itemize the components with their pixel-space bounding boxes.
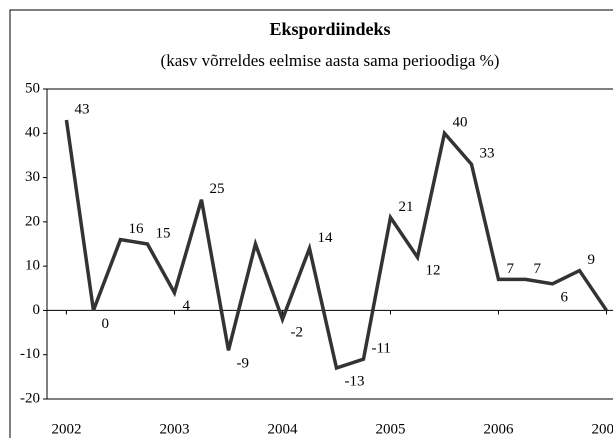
data-label: 33 — [480, 146, 495, 162]
data-label: -13 — [344, 373, 364, 389]
data-label: 43 — [74, 101, 89, 117]
x-tick-label: 2002 — [51, 421, 81, 437]
y-tick-label: -10 — [20, 346, 40, 362]
data-label: 16 — [128, 221, 144, 237]
data-label: 25 — [209, 181, 224, 197]
data-label: 15 — [155, 225, 170, 241]
data-label: 4 — [182, 298, 190, 314]
data-label: -2 — [290, 325, 303, 341]
y-tick-label: -20 — [20, 390, 40, 406]
chart-subtitle: (kasv võrreldes eelmise aasta sama perio… — [161, 51, 500, 70]
y-tick-label: 40 — [25, 125, 40, 141]
data-label: -11 — [371, 341, 390, 357]
data-label: -9 — [236, 356, 249, 372]
line — [64, 119, 608, 371]
data-label: 14 — [317, 230, 333, 246]
y-tick-label: 30 — [25, 169, 40, 185]
data-label: 7 — [507, 261, 515, 277]
data-label: 9 — [588, 252, 596, 268]
y-tick-label: 10 — [25, 258, 40, 274]
data-label: 21 — [398, 199, 413, 215]
data-label: 40 — [452, 115, 467, 131]
x-tick-label: 2007 — [592, 421, 613, 437]
data-label: 12 — [425, 263, 440, 279]
y-tick-label: 0 — [33, 302, 41, 318]
x-tick-label: 2003 — [159, 421, 189, 437]
x-tick-label: 2006 — [484, 421, 515, 437]
data-label: 6 — [561, 289, 569, 305]
x-tick-label: 2005 — [375, 421, 405, 437]
chart-title: Ekspordiindeks — [269, 19, 390, 39]
chart-frame — [9, 9, 613, 438]
x-tick-label: 2004 — [267, 421, 298, 437]
data-label: 0 — [101, 316, 109, 332]
y-tick-label: 50 — [25, 80, 40, 96]
data-label: 7 — [534, 261, 542, 277]
plot-frame — [46, 88, 613, 400]
y-tick-label: 20 — [25, 213, 40, 229]
